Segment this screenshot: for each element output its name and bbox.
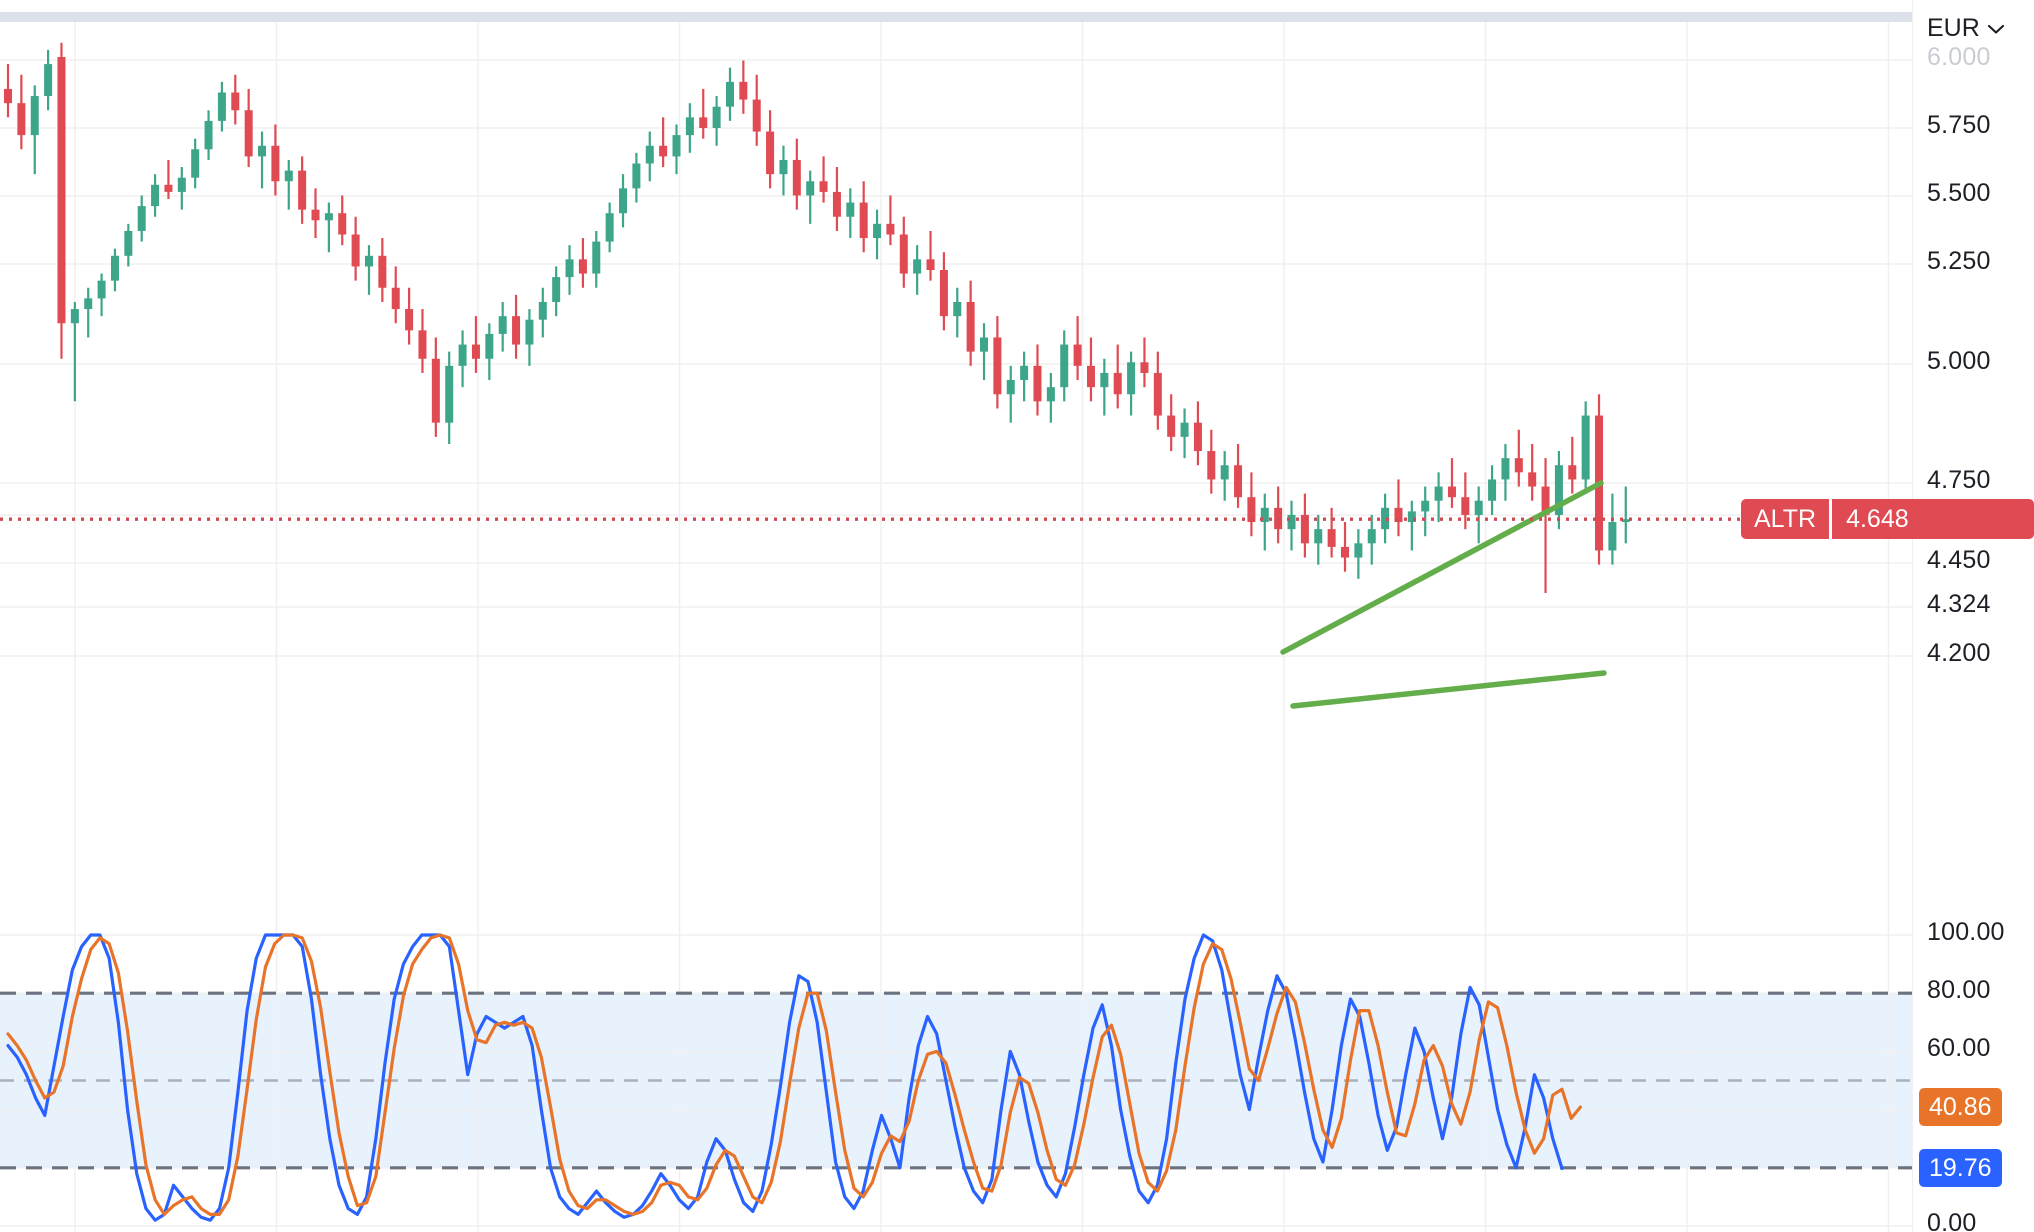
price-axis-tick: 5.750 [1927, 111, 1991, 139]
last-price-label: 4.648 [1846, 504, 1909, 533]
candlestick-svg [0, 22, 1913, 890]
price-pane[interactable] [0, 22, 1913, 890]
stochastic-d-badge[interactable]: 40.86 [1919, 1088, 2002, 1127]
stochastic-axis-tick: 100.00 [1927, 918, 2005, 946]
price-axis-tick: 4.200 [1927, 639, 1991, 667]
price-axis-tick: 5.250 [1927, 247, 1991, 275]
price-axis-tick: 4.324 [1927, 590, 1991, 618]
trendline-annotations[interactable] [1280, 480, 1607, 709]
stochastic-series [6, 933, 1582, 1222]
stochastic-k-badge[interactable]: 19.76 [1919, 1149, 2002, 1188]
ticker-label: ALTR [1741, 499, 1833, 540]
price-axis-tick: 4.750 [1927, 466, 1991, 494]
candle-series [4, 42, 1630, 594]
chevron-down-icon [1987, 23, 2005, 35]
price-axis-tick: 5.500 [1927, 179, 1991, 207]
top-progress-bar [0, 12, 2034, 22]
price-axis-tick: 5.000 [1927, 347, 1991, 375]
stochastic-svg [0, 890, 1913, 1232]
price-axis[interactable]: EUR 6.0005.7505.5005.2505.0004.7504.6004… [1741, 0, 2034, 1232]
currency-label: EUR [1927, 14, 1980, 42]
chart-plot-area[interactable] [0, 22, 1913, 1232]
overbought-oversold-band [0, 993, 1913, 1168]
price-axis-tick: 6.000 [1927, 43, 1991, 71]
stochastic-axis-tick: 0.00 [1927, 1209, 1977, 1232]
stochastic-axis-tick: 60.00 [1927, 1034, 1991, 1062]
stochastic-d-value: 40.86 [1929, 1092, 1992, 1121]
price-gridlines [0, 22, 1913, 890]
price-axis-tick: 4.450 [1927, 546, 1991, 574]
last-price-badge[interactable]: ALTR 4.648 [1741, 499, 2034, 540]
stochastic-axis-tick: 80.00 [1927, 976, 1991, 1004]
stochastic-pane[interactable] [0, 890, 1913, 1232]
currency-selector[interactable]: EUR [1927, 14, 2005, 43]
stochastic-k-value: 19.76 [1929, 1153, 1992, 1182]
